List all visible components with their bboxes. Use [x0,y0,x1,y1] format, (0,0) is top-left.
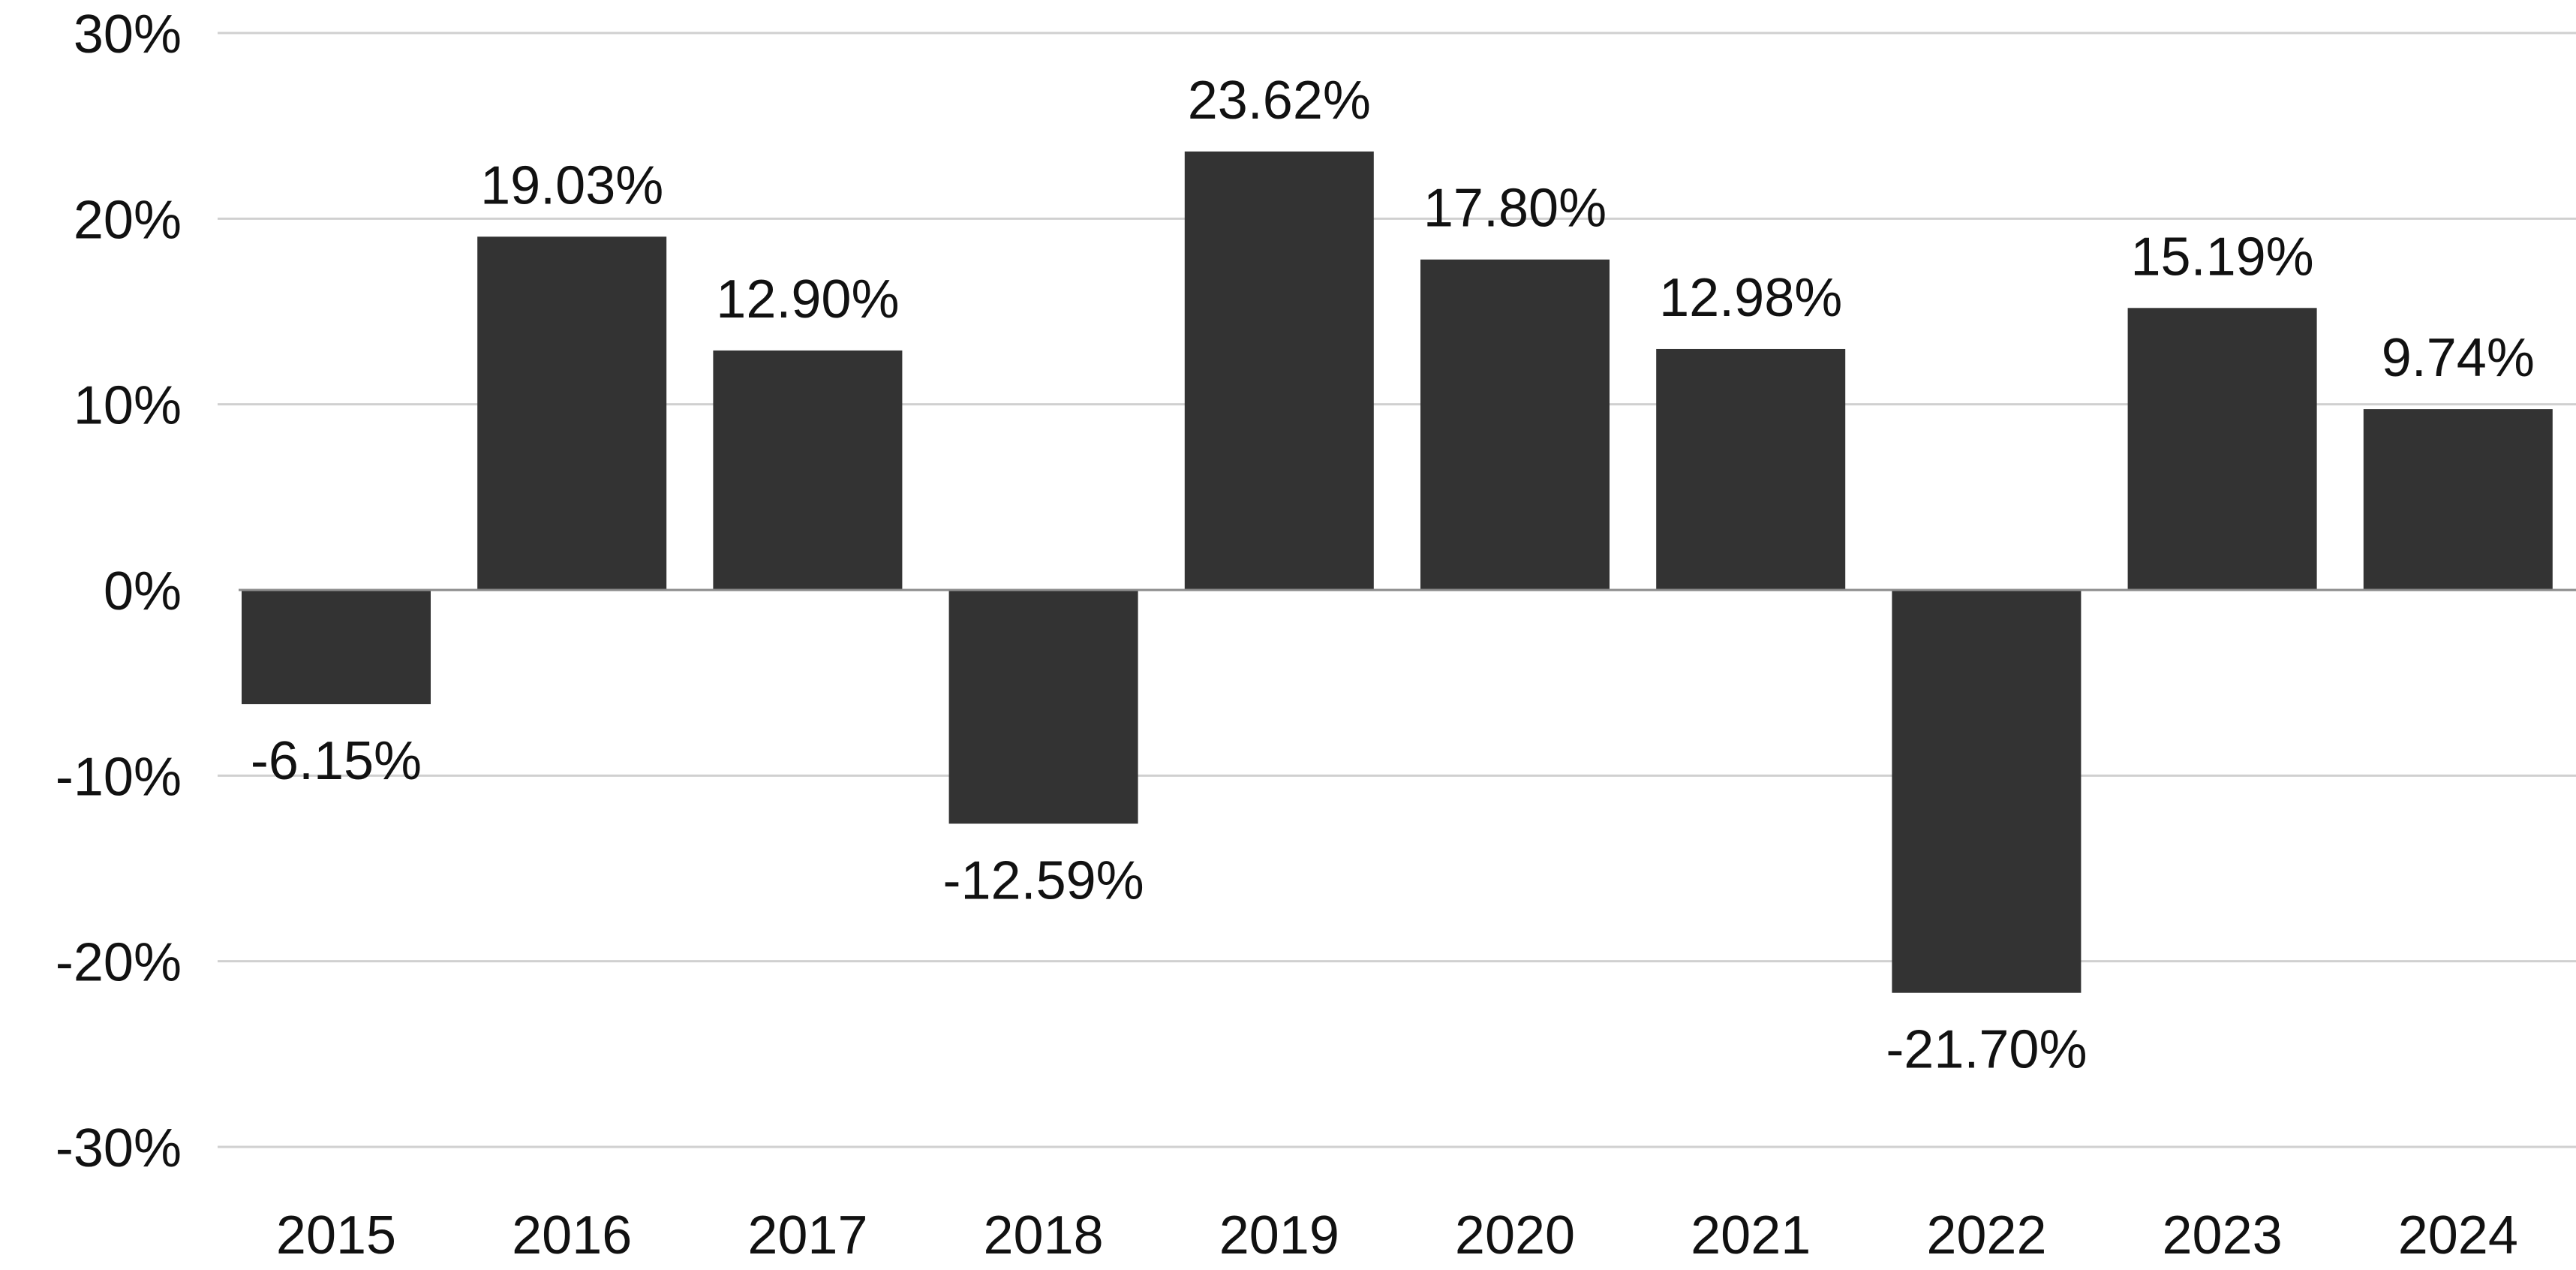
bar [1892,590,2082,993]
data-label: -12.59% [943,850,1144,910]
x-tick-label: 2023 [2163,1205,2283,1265]
x-tick-label: 2019 [1219,1205,1339,1265]
data-label: 12.90% [716,269,899,330]
x-tick-label: 2020 [1455,1205,1575,1265]
y-tick-label: -20% [56,933,182,993]
x-tick-label: 2015 [276,1205,396,1265]
bar [2363,409,2553,590]
bar [2127,308,2317,590]
y-tick-label: 30% [74,5,182,65]
bar [713,350,903,590]
x-tick-label: 2022 [1926,1205,2046,1265]
bar [242,590,431,705]
y-tick-label: -10% [56,747,182,807]
data-label: 17.80% [1423,179,1607,239]
x-tick-label: 2021 [1691,1205,1811,1265]
bar [948,590,1138,824]
y-tick-label: 10% [74,376,182,436]
data-labels: -6.15% 19.03% 12.90% -12.59% 23.62% 17.80% 12.… [251,71,2535,1080]
x-tick-label: 2024 [2398,1205,2518,1265]
data-label: -6.15% [251,731,422,791]
bars [242,151,2553,993]
y-axis-tick-labels: 30% 20% 10% 0% -10% -20% -30% [56,5,182,1178]
x-axis-tick-labels: 2015 2016 2017 2018 2019 2020 2021 2022 2023 2024 [276,1205,2518,1265]
bar [1420,259,1610,590]
data-label: 9.74% [2382,328,2535,388]
data-label: 15.19% [2130,227,2313,287]
data-label: 12.98% [1659,268,1842,328]
y-tick-label: 20% [74,190,182,250]
x-tick-label: 2016 [512,1205,632,1265]
data-label: -21.70% [1886,1020,2087,1080]
y-tick-label: 0% [104,561,182,621]
x-tick-label: 2017 [747,1205,867,1265]
bar [1184,151,1374,591]
data-label: 19.03% [480,155,663,215]
y-tick-label: -30% [56,1118,182,1178]
x-tick-label: 2018 [984,1205,1104,1265]
bar [477,236,667,590]
data-label: 23.62% [1188,71,1371,131]
bar [1656,348,1846,590]
